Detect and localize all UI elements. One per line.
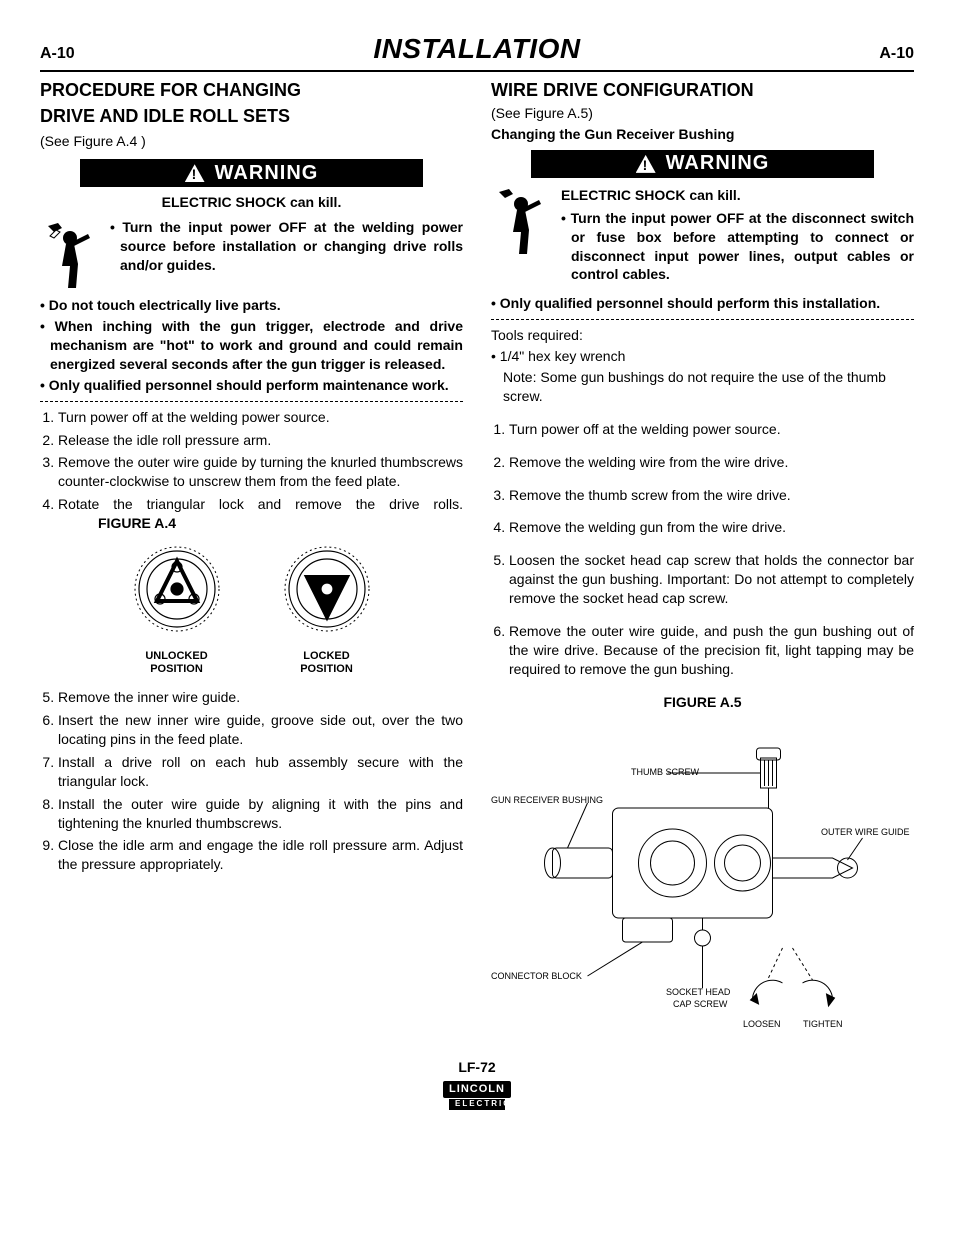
lbl-socket1: SOCKET HEAD (666, 986, 730, 998)
right-column: WIRE DRIVE CONFIGURATION (See Figure A.5… (491, 78, 914, 1038)
lbl-thumb: THUMB SCREW (631, 766, 699, 778)
lbl-connector: CONNECTOR BLOCK (491, 970, 582, 982)
lbl-tighten: TIGHTEN (803, 1018, 843, 1030)
figure-a5: THUMB SCREW GUN RECEIVER BUSHING OUTER W… (491, 718, 914, 1038)
dashed-rule (491, 319, 914, 320)
right-steps: Turn power off at the welding power sour… (491, 420, 914, 679)
step-item: Close the idle arm and engage the idle r… (58, 836, 463, 874)
step-item: Loosen the socket head cap screw that ho… (509, 551, 914, 608)
right-subhead: Changing the Gun Receiver Bushing (491, 125, 914, 144)
dashed-rule (40, 401, 463, 402)
tool-note: Note: Some gun bushings do not require t… (491, 368, 914, 406)
left-steps-1: Turn power off at the welding power sour… (40, 408, 463, 533)
warning-icon (185, 164, 205, 182)
warning-bar-left: WARNING (80, 159, 423, 187)
warning-icon (636, 155, 656, 173)
step-item: Remove the outer wire guide by turning t… (58, 453, 463, 491)
section-right: A-10 (879, 43, 914, 65)
hazard-row-left: Turn the input power OFF at the welding … (40, 218, 463, 288)
warning-bar-right: WARNING (531, 150, 874, 178)
step-item: Rotate the triangular lock and remove th… (58, 495, 463, 533)
step-item: Remove the inner wire guide. (58, 688, 463, 707)
figure-a5-label: FIGURE A.5 (491, 693, 914, 712)
step-item: Release the idle roll pressure arm. (58, 431, 463, 450)
left-column: PROCEDURE FOR CHANGING DRIVE AND IDLE RO… (40, 78, 463, 1038)
page-title: INSTALLATION (373, 30, 580, 68)
right-title: WIRE DRIVE CONFIGURATION (491, 78, 914, 102)
left-title-1: PROCEDURE FOR CHANGING (40, 78, 463, 102)
shock-heading-right: ELECTRIC SHOCK can kill. (561, 186, 914, 205)
bullet-item: Only qualified personnel should perform … (40, 376, 463, 395)
bullet-item: Do not touch electrically live parts. (40, 296, 463, 315)
step-item: Install a drive roll on each hub assembl… (58, 753, 463, 791)
figure-a4-label: FIGURE A.4 (98, 514, 176, 533)
shock-person-icon (491, 184, 551, 254)
lbl-outer: OUTER WIRE GUIDE (821, 826, 910, 838)
step-item: Insert the new inner wire guide, groove … (58, 711, 463, 749)
lbl-socket2: CAP SCREW (673, 998, 727, 1010)
gear1-cap-a: UNLOCKED (145, 650, 207, 662)
step-item: Remove the outer wire guide, and push th… (509, 622, 914, 679)
step-item: Remove the welding wire from the wire dr… (509, 453, 914, 472)
right-see-fig: (See Figure A.5) (491, 104, 914, 123)
hazard-bullet-left: Turn the input power OFF at the welding … (110, 218, 463, 277)
gear2-cap-b: POSITION (300, 663, 353, 675)
left-see-fig: (See Figure A.4 ) (40, 132, 463, 151)
figure-a4: UNLOCKEDPOSITION LOCKEDPOSITION (40, 541, 463, 676)
section-left: A-10 (40, 43, 75, 65)
tool-item: • 1/4" hex key wrench (491, 347, 914, 366)
left-title-2: DRIVE AND IDLE ROLL SETS (40, 104, 463, 128)
warning-text: WARNING (215, 160, 319, 187)
gear-locked: LOCKEDPOSITION (272, 541, 382, 676)
step-item: Turn power off at the welding power sour… (58, 408, 463, 427)
warning-text: WARNING (666, 150, 770, 177)
step-item: Install the outer wire guide by aligning… (58, 795, 463, 833)
hazard-row-right: ELECTRIC SHOCK can kill. Turn the input … (491, 184, 914, 286)
lbl-loosen: LOOSEN (743, 1018, 781, 1030)
gear2-cap-a: LOCKED (303, 650, 349, 662)
tools-head: Tools required: (491, 326, 914, 345)
page-header: A-10 INSTALLATION A-10 (40, 30, 914, 72)
hazard-bullet-right: Turn the input power OFF at the disconne… (561, 209, 914, 285)
brand-logo: LINCOLN ELECTRIC (443, 1078, 511, 1110)
left-steps-2: Remove the inner wire guide. Insert the … (40, 688, 463, 874)
left-bullets: Do not touch electrically live parts. Wh… (40, 296, 463, 394)
step-item: Remove the thumb screw from the wire dri… (509, 486, 914, 505)
page-footer: LF-72 LINCOLN ELECTRIC (40, 1058, 914, 1112)
right-bullets: Only qualified personnel should perform … (491, 294, 914, 313)
shock-person-icon (40, 218, 100, 288)
shock-heading-left: ELECTRIC SHOCK can kill. (40, 193, 463, 212)
step4-text: Rotate the triangular lock and remove th… (58, 496, 463, 512)
hazard-bullet-item: Turn the input power OFF at the welding … (110, 218, 463, 275)
gear1-cap-b: POSITION (150, 663, 203, 675)
tools-block: Tools required: • 1/4" hex key wrench No… (491, 326, 914, 406)
step-item: Turn power off at the welding power sour… (509, 420, 914, 439)
gear-unlocked: UNLOCKEDPOSITION (122, 541, 232, 676)
bullet-item: Only qualified personnel should perform … (491, 294, 914, 313)
lbl-bushing: GUN RECEIVER BUSHING (491, 794, 603, 806)
model-number: LF-72 (40, 1058, 914, 1077)
brand-line2: ELECTRIC (449, 1099, 505, 1110)
step-item: Remove the welding gun from the wire dri… (509, 518, 914, 537)
brand-line1: LINCOLN (443, 1081, 511, 1098)
hazard-bullet-item: Turn the input power OFF at the disconne… (561, 209, 914, 285)
bullet-item: When inching with the gun trigger, elect… (40, 317, 463, 374)
